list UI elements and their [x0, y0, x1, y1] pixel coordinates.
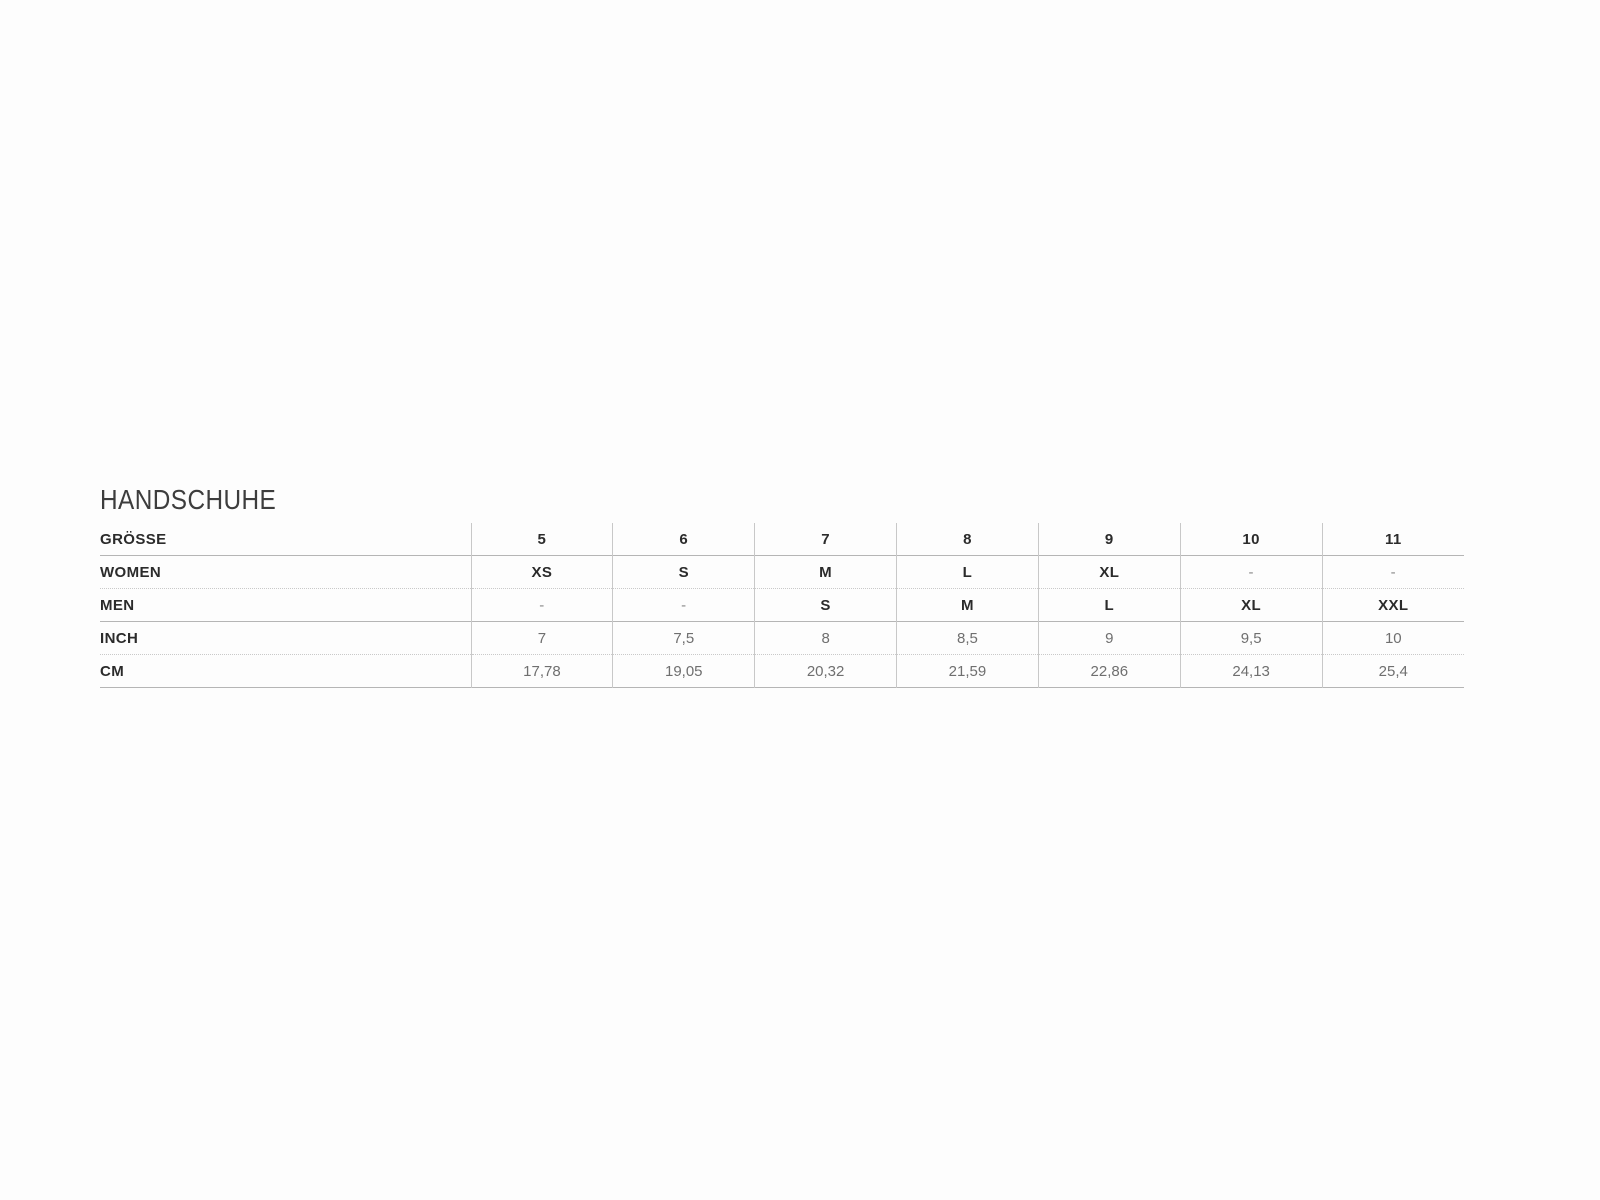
size-cell: XL — [1179, 588, 1323, 622]
size-cell: 10 — [1321, 621, 1464, 655]
size-cell: 8 — [754, 621, 897, 655]
size-cell: XL — [1037, 555, 1181, 589]
size-cell: S — [754, 588, 897, 622]
size-cell: 7 — [754, 523, 897, 556]
size-cell: 6 — [612, 523, 755, 556]
size-cell: L — [896, 555, 1039, 589]
size-cell: 7 — [470, 621, 613, 655]
size-cell: 25,4 — [1321, 654, 1464, 688]
size-cell: M — [754, 555, 897, 589]
size-cell: 17,78 — [470, 654, 613, 688]
size-cell: 9,5 — [1179, 621, 1323, 655]
size-table: GRÖSSE 5 6 7 8 9 10 11 WOMEN XS S M L XL… — [100, 523, 1464, 688]
size-cell: 9 — [1037, 621, 1181, 655]
size-chart-title: HANDSCHUHE — [100, 484, 277, 515]
size-cell: M — [896, 588, 1039, 622]
row-label-women: WOMEN — [100, 563, 162, 581]
size-cell: 8 — [896, 523, 1039, 556]
size-cell: 11 — [1321, 523, 1464, 556]
size-cell: 19,05 — [612, 654, 755, 688]
size-cell: XXL — [1321, 588, 1464, 622]
size-cell: - — [612, 588, 755, 622]
row-label-men: MEN — [100, 596, 135, 614]
size-cell: - — [1179, 555, 1323, 589]
size-cell: L — [1037, 588, 1181, 622]
table-row-men: MEN - - S M L XL XXL — [100, 588, 1464, 622]
size-cell: 9 — [1037, 523, 1181, 556]
table-row-inch: INCH 7 7,5 8 8,5 9 9,5 10 — [100, 621, 1464, 655]
row-label-inch: INCH — [100, 629, 139, 647]
size-cell: XS — [470, 555, 613, 589]
size-cell: 24,13 — [1179, 654, 1323, 688]
size-cell: 7,5 — [612, 621, 755, 655]
size-cell: 8,5 — [896, 621, 1039, 655]
table-row-cm: CM 17,78 19,05 20,32 21,59 22,86 24,13 2… — [100, 654, 1464, 688]
size-cell: 22,86 — [1037, 654, 1181, 688]
size-chart-section: HANDSCHUHE GRÖSSE 5 6 7 8 9 10 11 WOMEN … — [100, 484, 1464, 688]
row-label-groesse: GRÖSSE — [100, 530, 167, 548]
table-row-groesse: GRÖSSE 5 6 7 8 9 10 11 — [100, 523, 1464, 556]
size-cell: 21,59 — [896, 654, 1039, 688]
size-cell: 5 — [470, 523, 613, 556]
table-row-women: WOMEN XS S M L XL - - — [100, 555, 1464, 589]
size-cell: - — [1321, 555, 1464, 589]
size-cell: 10 — [1179, 523, 1323, 556]
size-cell: - — [470, 588, 613, 622]
size-cell: S — [612, 555, 755, 589]
size-cell: 20,32 — [754, 654, 897, 688]
row-label-cm: CM — [100, 662, 125, 680]
